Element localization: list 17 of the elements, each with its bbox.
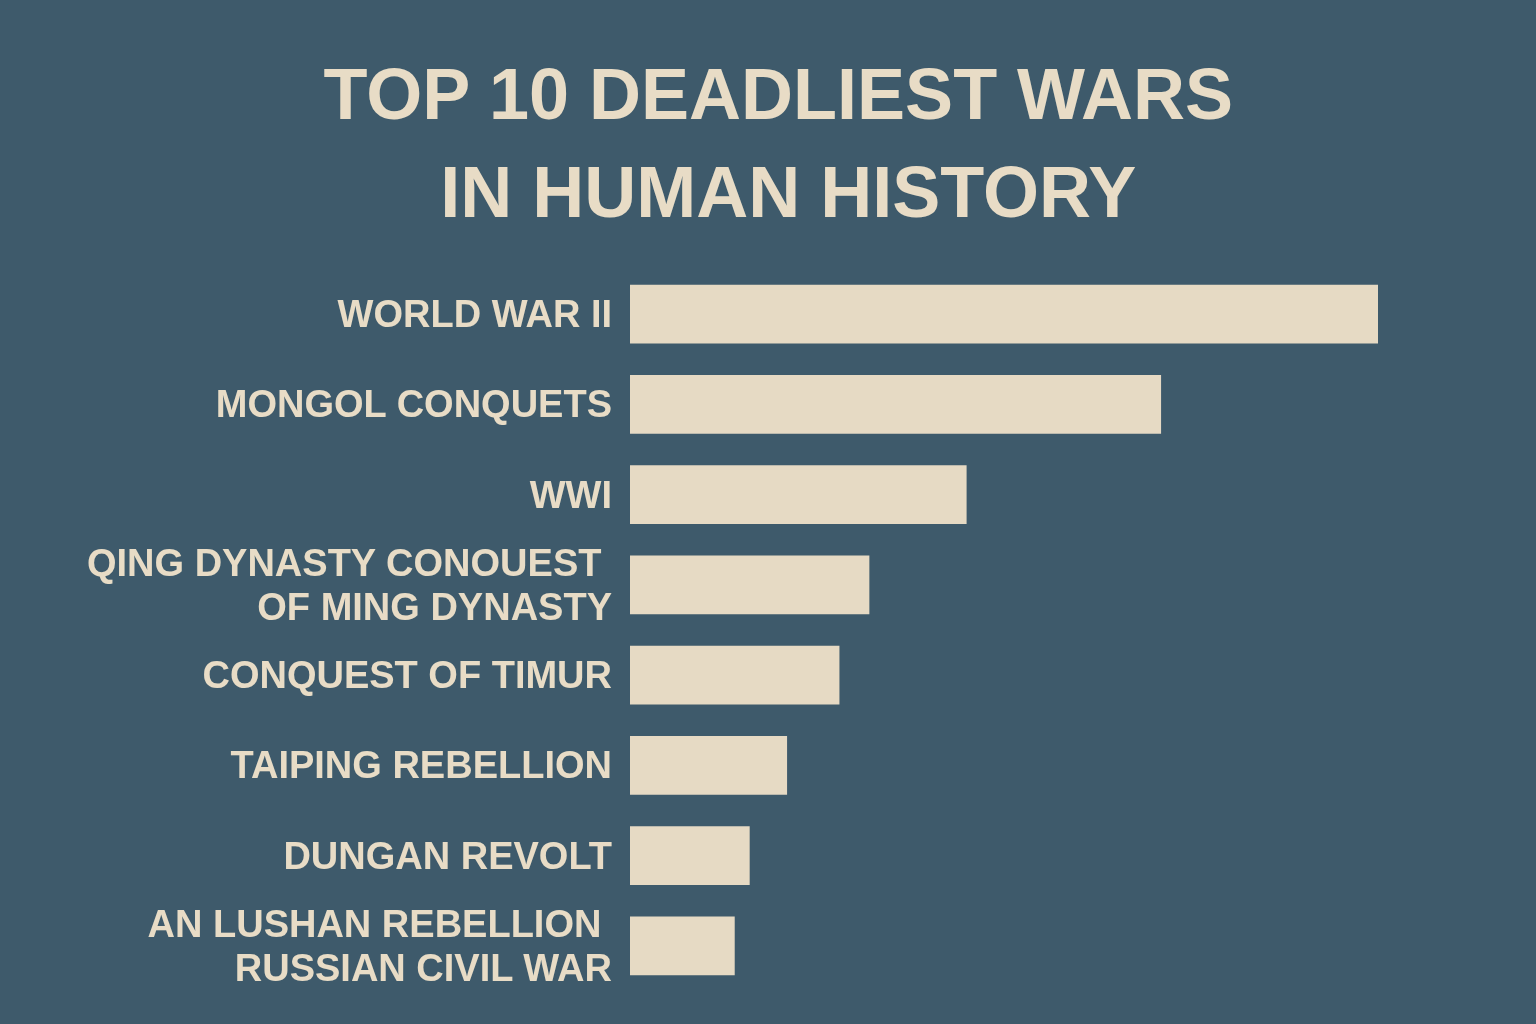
y-tick-label: AN LUSHAN REBELLION RUSSIAN CIVIL WAR bbox=[147, 902, 612, 989]
bar bbox=[630, 736, 788, 795]
bar bbox=[630, 826, 750, 885]
y-tick-label: WORLD WAR II bbox=[337, 293, 612, 336]
bar bbox=[630, 375, 1162, 434]
bar bbox=[630, 555, 870, 615]
y-tick-label: TAIPING REBELLION bbox=[230, 744, 612, 787]
y-tick-label: QING DYNASTY CONOUEST OF MING DYNASTY bbox=[86, 541, 612, 628]
bar bbox=[630, 284, 1378, 344]
y-tick-label: WWI bbox=[529, 473, 612, 516]
chart-title: TOP 10 DEADLIEST WARS IN HUMAN HISTORY bbox=[323, 54, 1254, 232]
bar bbox=[630, 465, 967, 524]
y-tick-label: CONQUEST OF TIMUR bbox=[202, 654, 612, 697]
bar bbox=[630, 645, 840, 705]
bar bbox=[630, 916, 735, 976]
y-tick-label: DUNGAN REVOLT bbox=[283, 834, 612, 877]
y-tick-label: MONGOL CONQUETS bbox=[215, 383, 612, 426]
